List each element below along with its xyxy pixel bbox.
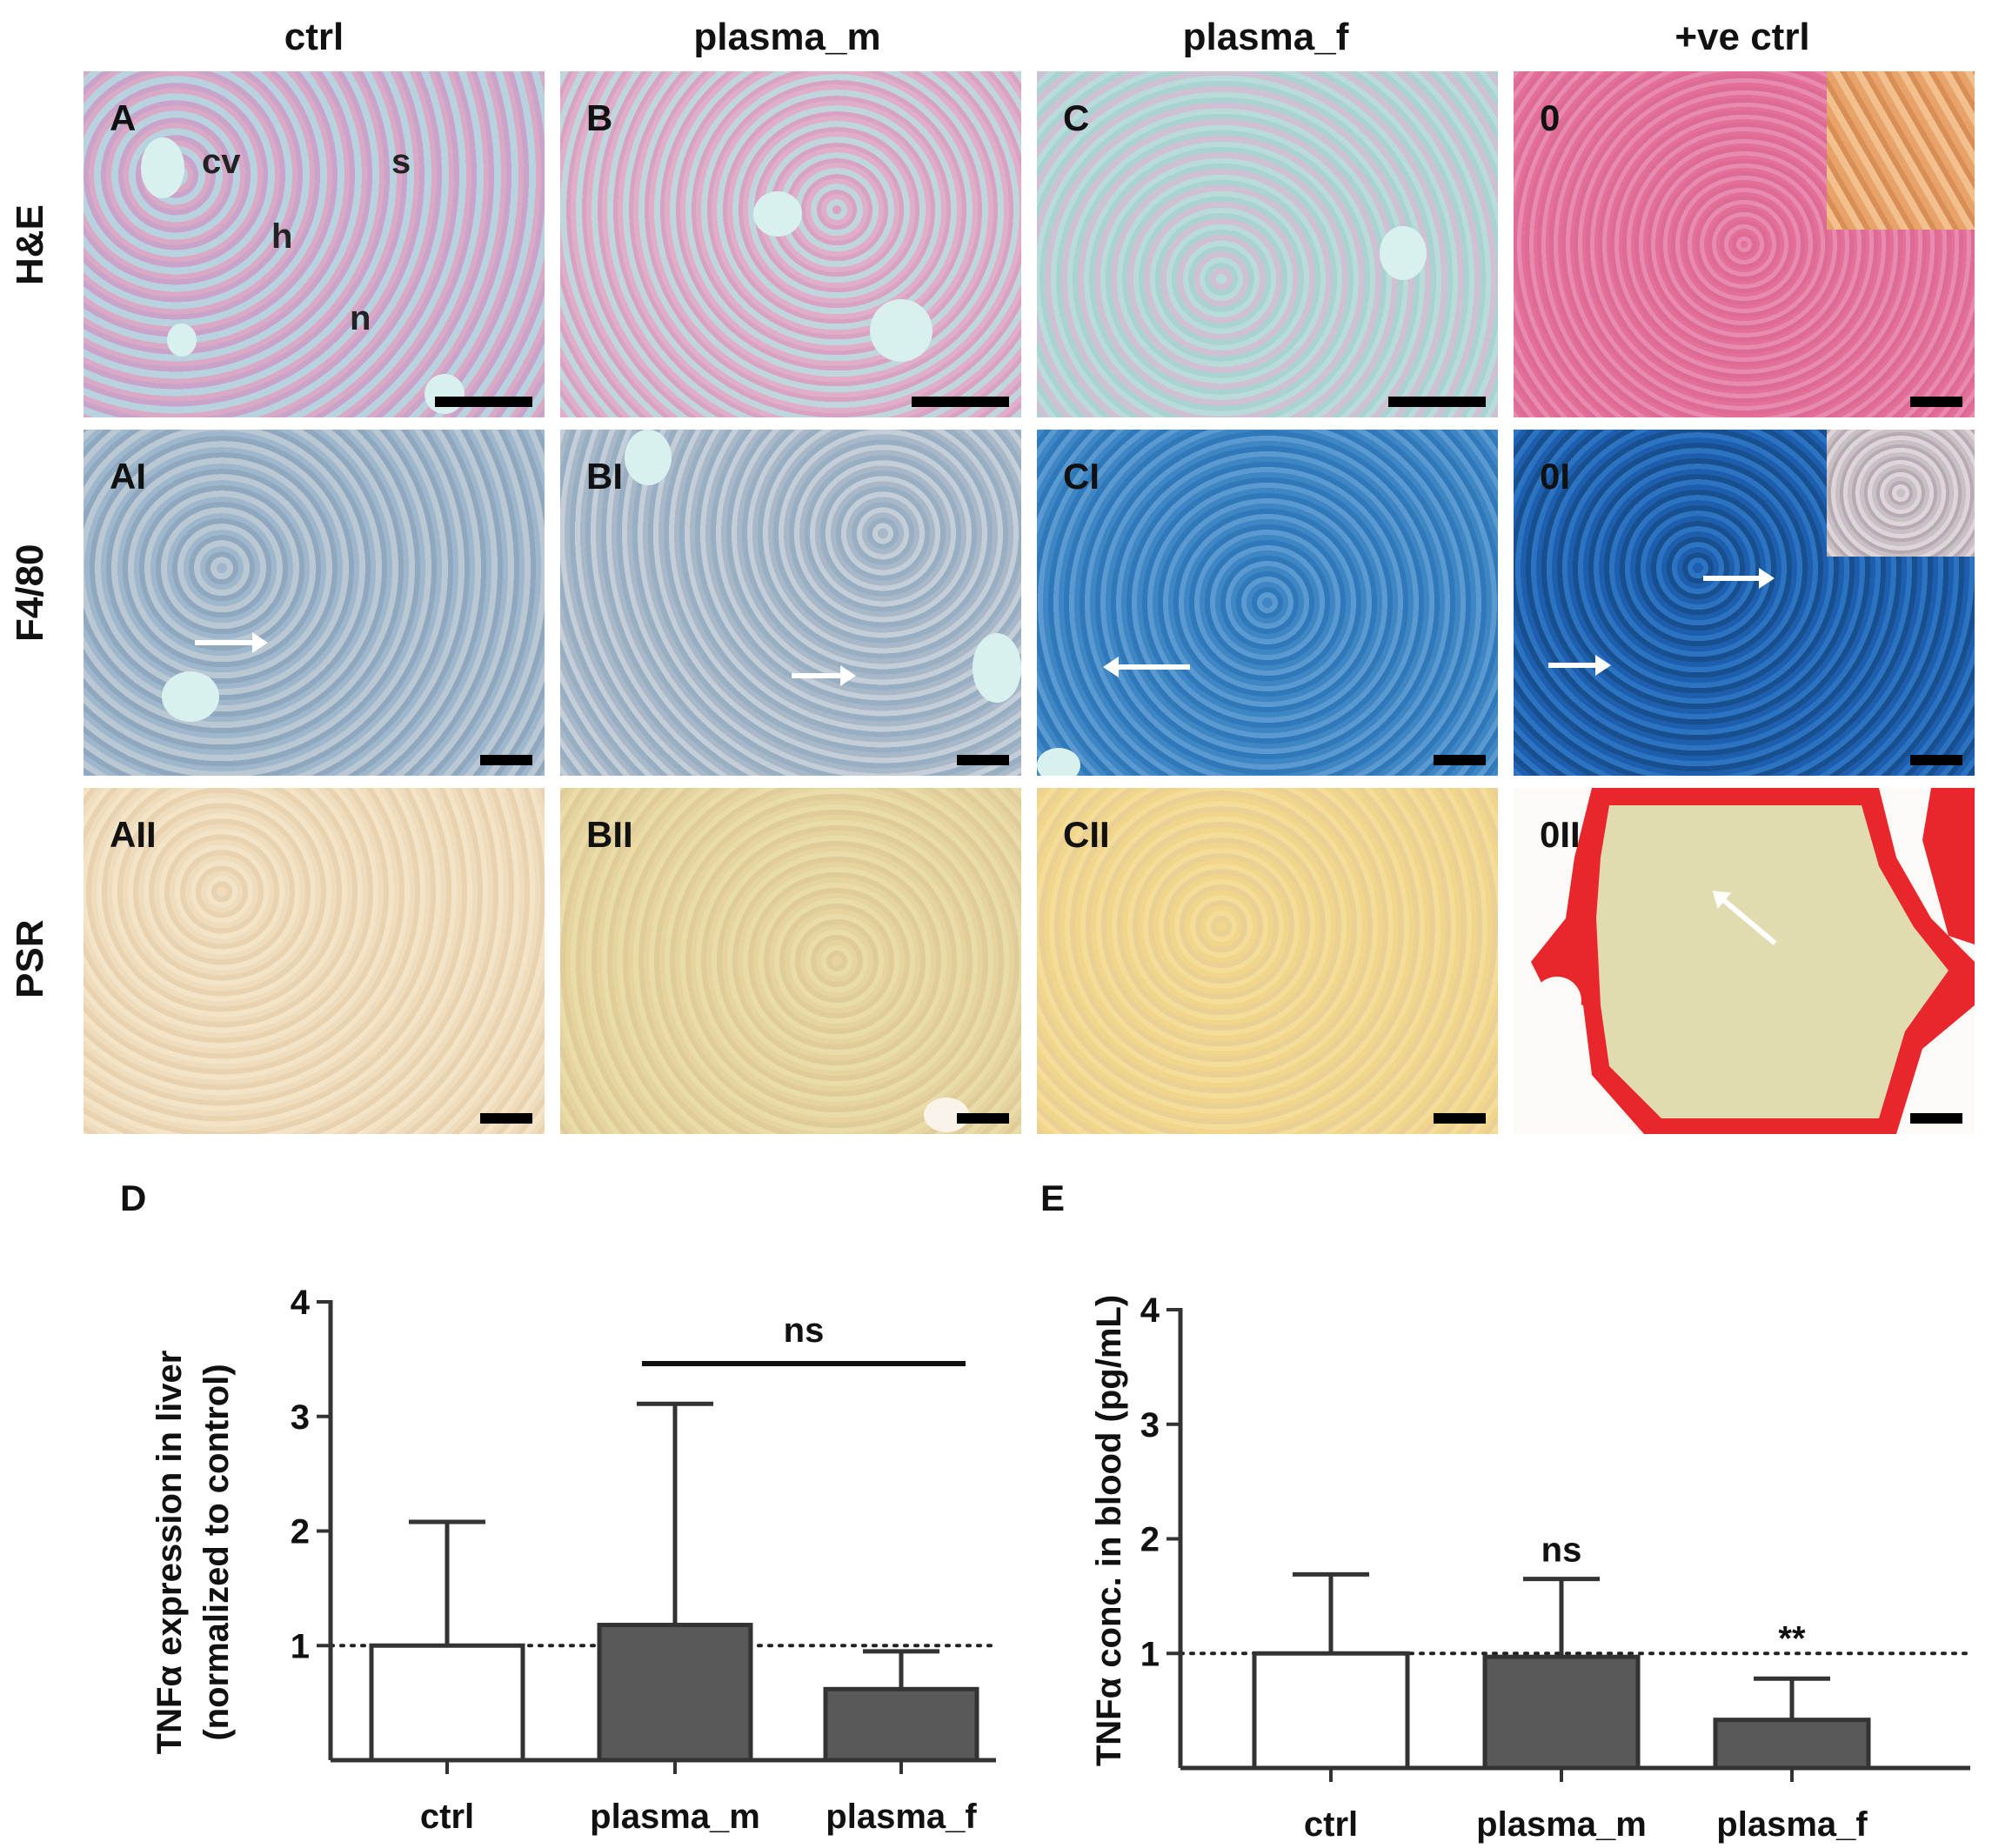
micrograph-he-plasma-f: C bbox=[1037, 71, 1498, 417]
panel-label: AII bbox=[110, 814, 157, 855]
scale-bar bbox=[480, 755, 532, 765]
y-tick-label: 4 bbox=[1140, 1291, 1160, 1330]
micrograph-he-ctrl: A cv s h n bbox=[84, 71, 545, 417]
scale-bar bbox=[1434, 1113, 1486, 1124]
scale-bar bbox=[957, 1113, 1009, 1124]
significance-label: ns bbox=[1541, 1531, 1582, 1570]
panel-label: BII bbox=[586, 814, 633, 855]
micrograph-he-positive-ctrl: 0 bbox=[1514, 71, 1975, 417]
label-h: h bbox=[271, 217, 293, 256]
micrograph-psr-ctrl: AII bbox=[84, 788, 545, 1134]
chart-d: ctrl plasma_m plasma_f 1 2 3 4 TNFα expression … bbox=[150, 1284, 998, 1836]
y-tick-label: 1 bbox=[291, 1627, 310, 1665]
column-header-plasma-f: plasma_f bbox=[1182, 16, 1349, 58]
arrow-marker bbox=[1103, 657, 1190, 677]
panel-label: 0 bbox=[1540, 97, 1561, 138]
panel-label: CII bbox=[1063, 814, 1110, 855]
bar-plasma_f bbox=[1713, 1718, 1871, 1771]
label-s: s bbox=[391, 143, 411, 181]
micrograph-f480-ctrl: AI bbox=[84, 430, 545, 776]
y-axis-label: (normalized to control) bbox=[197, 1364, 236, 1740]
panel-label: 0I bbox=[1540, 456, 1571, 497]
micrograph-he-plasma-m: B bbox=[560, 71, 1021, 417]
column-header-positive-ctrl: +ve ctrl bbox=[1674, 16, 1810, 58]
column-header-ctrl: ctrl bbox=[284, 16, 344, 58]
arrow-marker bbox=[195, 632, 268, 653]
panel-label: 0II bbox=[1540, 814, 1581, 855]
inset-image bbox=[1827, 71, 1975, 230]
scale-bar bbox=[435, 397, 532, 407]
row-header-psr: PSR bbox=[9, 919, 51, 998]
label-n: n bbox=[350, 299, 371, 337]
scale-bar bbox=[480, 1113, 532, 1124]
bar-plasma_m bbox=[597, 1623, 753, 1763]
scale-bar bbox=[912, 397, 1009, 407]
scale-bar bbox=[1434, 755, 1486, 765]
bar-plasma_m bbox=[1482, 1654, 1641, 1771]
arrow-marker bbox=[792, 665, 856, 686]
scale-bar bbox=[1910, 397, 1962, 407]
panel-label: BI bbox=[586, 456, 623, 497]
micrograph-psr-plasma-m: BII bbox=[560, 788, 1021, 1134]
micrograph-psr-plasma-f: CII bbox=[1037, 788, 1498, 1134]
significance-label: ns bbox=[784, 1311, 825, 1350]
bar-ctrl bbox=[369, 1643, 525, 1763]
panel-label: AI bbox=[110, 456, 146, 497]
x-tick-label: plasma_m bbox=[1476, 1805, 1647, 1844]
chart-e: ctrl plasma_m plasma_f 1 2 3 4 TNFα conc. in bl… bbox=[1090, 1291, 1972, 1844]
panel-label: CI bbox=[1063, 456, 1100, 497]
y-axis-label: TNFα conc. in blood (pg/mL) bbox=[1090, 1295, 1128, 1766]
x-tick-label: plasma_m bbox=[590, 1798, 760, 1836]
micrograph-f480-plasma-f: CI bbox=[1037, 430, 1498, 776]
arrow-marker bbox=[1548, 655, 1611, 676]
scale-bar bbox=[957, 755, 1009, 765]
row-header-f480: F4/80 bbox=[9, 544, 51, 642]
bar-plasma_f bbox=[823, 1686, 979, 1763]
micrograph-f480-positive-ctrl: 0I bbox=[1514, 430, 1975, 776]
y-tick-label: 3 bbox=[291, 1398, 310, 1437]
x-tick-label: plasma_f bbox=[826, 1798, 977, 1836]
chart-d-letter: D bbox=[120, 1178, 147, 1218]
x-tick-label: ctrl bbox=[420, 1798, 474, 1836]
y-tick-label: 2 bbox=[1140, 1521, 1160, 1559]
significance-label: ** bbox=[1778, 1619, 1806, 1658]
panel-label: B bbox=[586, 97, 613, 138]
column-header-plasma-m: plasma_m bbox=[693, 16, 881, 58]
y-tick-label: 1 bbox=[1140, 1635, 1160, 1673]
scale-bar bbox=[1910, 1113, 1962, 1124]
x-tick-label: ctrl bbox=[1304, 1805, 1358, 1844]
y-tick-label: 4 bbox=[291, 1284, 311, 1322]
panel-label: C bbox=[1063, 97, 1090, 138]
scale-bar bbox=[1910, 755, 1962, 765]
y-tick-label: 2 bbox=[291, 1513, 310, 1551]
arrow-marker bbox=[1703, 568, 1775, 589]
panel-label: A bbox=[110, 97, 137, 138]
row-header-he: H&E bbox=[9, 204, 51, 285]
x-tick-label: plasma_f bbox=[1716, 1805, 1868, 1844]
bar-ctrl bbox=[1252, 1651, 1410, 1771]
micrograph-f480-plasma-m: BI bbox=[560, 430, 1021, 776]
micrograph-psr-positive-ctrl: 0II bbox=[1514, 788, 1975, 1134]
fibrosis-drawing bbox=[1531, 788, 1975, 1134]
scale-bar bbox=[1388, 397, 1486, 407]
y-tick-label: 3 bbox=[1140, 1406, 1160, 1444]
y-axis-label: TNFα expression in liver bbox=[150, 1351, 189, 1755]
inset-image bbox=[1827, 430, 1975, 557]
chart-e-letter: E bbox=[1040, 1178, 1066, 1218]
label-cv: cv bbox=[202, 143, 241, 181]
